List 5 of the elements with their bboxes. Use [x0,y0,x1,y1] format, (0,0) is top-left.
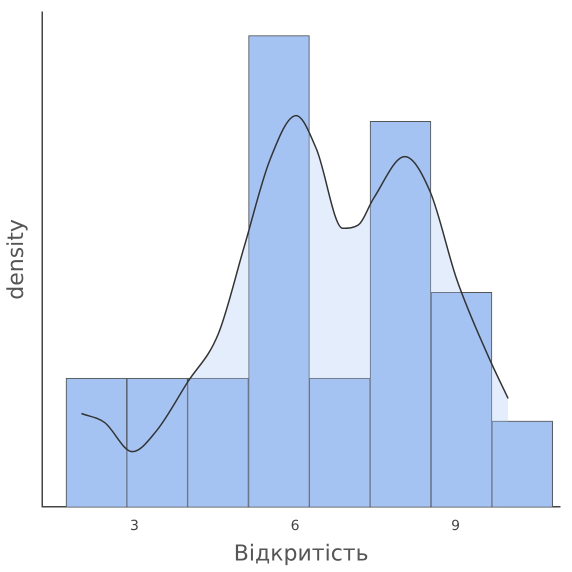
x-tick-label: 6 [290,518,300,534]
x-tick-label: 3 [130,518,139,534]
y-axis-title: density [4,219,29,300]
x-axis-title: Відкритість [234,542,369,567]
x-tick-label: 9 [451,518,460,534]
